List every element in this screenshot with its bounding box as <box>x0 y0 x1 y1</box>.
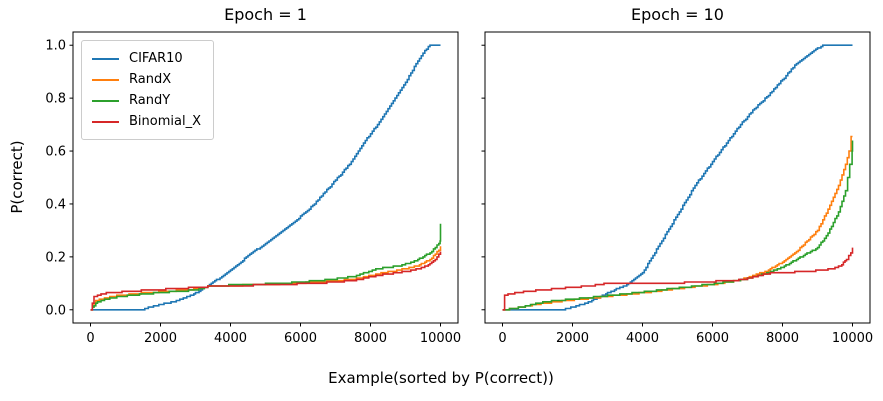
svg-text:0.6: 0.6 <box>45 145 66 160</box>
svg-text:4000: 4000 <box>214 331 247 346</box>
legend-item: RandX <box>92 69 201 90</box>
svg-text:2000: 2000 <box>144 331 177 346</box>
svg-text:0: 0 <box>498 331 506 346</box>
legend-line-swatch-icon <box>92 99 119 102</box>
svg-text:10000: 10000 <box>832 331 873 346</box>
legend-label: RandY <box>129 93 171 108</box>
legend-item: CIFAR10 <box>92 48 201 69</box>
svg-text:4000: 4000 <box>626 331 659 346</box>
svg-text:0: 0 <box>86 331 94 346</box>
legend-item: Binomial_X <box>92 111 201 132</box>
svg-text:0.0: 0.0 <box>45 303 66 318</box>
legend-item: RandY <box>92 90 201 111</box>
x-axis-label: Example(sorted by P(correct)) <box>328 369 554 387</box>
subplot-epoch1-title: Epoch = 1 <box>224 5 307 24</box>
subplot-epoch10-title: Epoch = 10 <box>631 5 724 24</box>
svg-text:8000: 8000 <box>766 331 799 346</box>
svg-text:6000: 6000 <box>696 331 729 346</box>
svg-text:1.0: 1.0 <box>45 39 66 54</box>
svg-text:0.2: 0.2 <box>45 250 66 265</box>
svg-text:0.4: 0.4 <box>45 197 66 212</box>
svg-text:0.8: 0.8 <box>45 92 66 107</box>
svg-text:8000: 8000 <box>354 331 387 346</box>
legend-line-swatch-icon <box>92 120 119 123</box>
svg-text:2000: 2000 <box>556 331 589 346</box>
svg-text:6000: 6000 <box>284 331 317 346</box>
legend-line-swatch-icon <box>92 78 119 81</box>
legend: CIFAR10 RandX RandY Binomial_X <box>81 40 214 140</box>
legend-label: Binomial_X <box>129 114 201 129</box>
legend-label: RandX <box>129 72 172 87</box>
legend-line-swatch-icon <box>92 57 119 60</box>
legend-label: CIFAR10 <box>129 51 183 66</box>
svg-text:10000: 10000 <box>420 331 461 346</box>
y-axis-label: P(correct) <box>8 140 26 214</box>
